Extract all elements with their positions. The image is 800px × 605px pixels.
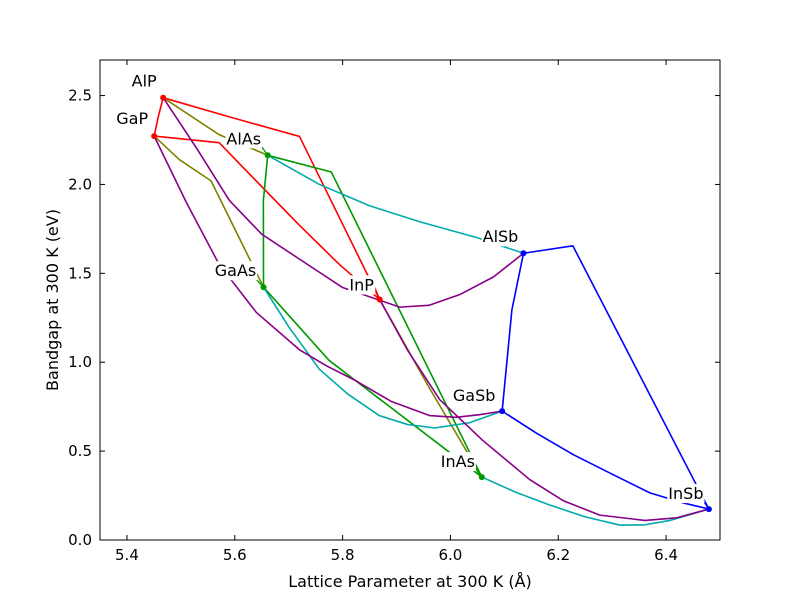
point-label-AlAs: AlAs	[226, 129, 261, 148]
point-GaP	[151, 133, 158, 140]
point-label-AlSb: AlSb	[483, 227, 519, 246]
x-tick-label: 6.4	[654, 546, 678, 564]
y-tick-label: 2.0	[68, 175, 92, 193]
point-AlSb	[520, 250, 527, 257]
plot-area	[100, 60, 720, 540]
point-AlP	[160, 94, 167, 101]
series-line-11	[481, 476, 710, 526]
label-box-InAs	[439, 452, 476, 472]
series-line-16	[523, 244, 710, 510]
label-box-AlAs	[225, 129, 263, 149]
ticks-layer: 5.4 5.6 5.8 6.0 6.2 6.4 0.0 0.5 1.0 1.5 2.0 2.5	[68, 60, 720, 564]
point-label-GaP: GaP	[116, 109, 148, 128]
series-line-2	[154, 135, 381, 301]
y-axis-label: Bandgap at 300 K (eV)	[43, 209, 62, 391]
point-label-InAs: InAs	[441, 452, 475, 471]
y-tick-label: 1.0	[68, 353, 92, 371]
y-tick-label: 1.5	[68, 264, 92, 282]
x-tick-label: 5.6	[223, 546, 247, 564]
label-box-GaP	[115, 109, 150, 129]
series-line-4	[153, 135, 265, 288]
x-tick-label: 6.2	[546, 546, 570, 564]
series-line-12	[162, 97, 524, 308]
x-tick-label: 5.4	[115, 546, 139, 564]
point-label-InP: InP	[349, 275, 374, 294]
point-GaSb	[499, 408, 506, 415]
point-label-InSb: InSb	[668, 484, 703, 503]
x-tick-label: 6.0	[439, 546, 463, 564]
label-box-InP	[348, 275, 376, 295]
x-axis-label: Lattice Parameter at 300 K (Å)	[288, 572, 532, 591]
series-line-8	[262, 286, 483, 478]
label-box-GaSb	[451, 386, 497, 406]
series-line-0	[153, 97, 164, 137]
y-tick-label: 0.5	[68, 442, 92, 460]
y-tick-label: 2.5	[68, 87, 92, 105]
plot-frame	[99, 59, 721, 541]
series-line-10	[262, 286, 503, 429]
series-line-7	[267, 154, 483, 478]
series-line-1	[162, 96, 381, 300]
x-tick-label: 5.8	[331, 546, 355, 564]
point-label-GaAs: GaAs	[215, 261, 256, 280]
series-line-15	[501, 253, 525, 412]
series-line-14	[378, 299, 710, 522]
point-label-GaSb: GaSb	[453, 386, 496, 405]
series-line-3	[162, 97, 269, 157]
series-layer	[153, 96, 710, 526]
labels-layer: AlP GaP InP AlAs GaAs InAs AlSb GaSb InSb	[115, 71, 710, 510]
series-line-13	[153, 135, 503, 419]
y-tick-label: 0.0	[68, 531, 92, 549]
label-box-GaAs	[213, 261, 258, 281]
points-layer	[151, 94, 712, 513]
label-box-AlSb	[481, 227, 520, 247]
label-box-AlP	[130, 71, 159, 91]
point-label-AlP: AlP	[132, 72, 157, 91]
series-line-6	[262, 155, 269, 288]
label-box-InSb	[667, 484, 705, 504]
